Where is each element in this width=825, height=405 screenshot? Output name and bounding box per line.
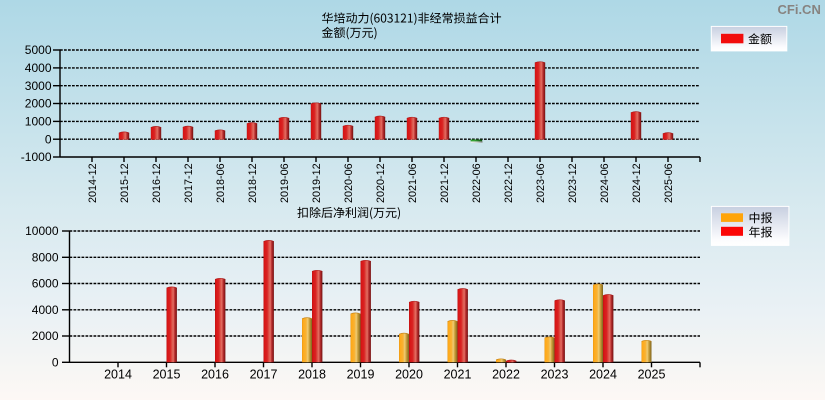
svg-text:2019: 2019 (347, 367, 375, 381)
svg-text:2023-12: 2023-12 (567, 163, 579, 203)
svg-text:2020-06: 2020-06 (343, 163, 355, 203)
svg-text:5000: 5000 (25, 43, 52, 57)
svg-text:3000: 3000 (25, 79, 52, 93)
svg-text:2021-12: 2021-12 (439, 163, 451, 203)
svg-text:2018-06: 2018-06 (215, 163, 227, 203)
svg-text:2000: 2000 (32, 329, 59, 343)
svg-text:6000: 6000 (32, 277, 59, 291)
svg-text:2019-12: 2019-12 (311, 163, 323, 203)
svg-text:2022-06: 2022-06 (471, 163, 483, 203)
svg-text:2020-12: 2020-12 (375, 163, 387, 203)
svg-text:2014: 2014 (104, 367, 132, 381)
svg-text:2015-12: 2015-12 (119, 163, 131, 203)
svg-text:2024-12: 2024-12 (631, 163, 643, 203)
svg-text:0: 0 (45, 132, 52, 146)
svg-text:2015: 2015 (153, 367, 181, 381)
svg-text:2025-06: 2025-06 (663, 163, 675, 203)
svg-text:1000: 1000 (25, 115, 52, 129)
svg-text:2025: 2025 (638, 367, 666, 381)
svg-text:2024-06: 2024-06 (599, 163, 611, 203)
svg-text:2023: 2023 (541, 367, 569, 381)
svg-text:2020: 2020 (395, 367, 423, 381)
svg-text:2021-06: 2021-06 (407, 163, 419, 203)
svg-text:2017-12: 2017-12 (183, 163, 195, 203)
svg-text:2000: 2000 (25, 97, 52, 111)
svg-text:8000: 8000 (32, 251, 59, 265)
svg-text:2018: 2018 (298, 367, 326, 381)
svg-text:2016-12: 2016-12 (151, 163, 163, 203)
svg-text:2023-06: 2023-06 (535, 163, 547, 203)
svg-text:4000: 4000 (32, 303, 59, 317)
svg-text:2019-06: 2019-06 (279, 163, 291, 203)
svg-text:2024: 2024 (589, 367, 617, 381)
svg-text:-1000: -1000 (21, 150, 52, 164)
svg-text:2016: 2016 (201, 367, 229, 381)
svg-text:2021: 2021 (444, 367, 472, 381)
svg-text:2018-12: 2018-12 (247, 163, 259, 203)
svg-text:0: 0 (52, 356, 59, 370)
svg-text:2014-12: 2014-12 (87, 163, 99, 203)
svg-text:CFi.CN: CFi.CN (778, 2, 821, 17)
svg-text:2022-12: 2022-12 (503, 163, 515, 203)
svg-text:2017: 2017 (250, 367, 278, 381)
svg-text:2022: 2022 (492, 367, 520, 381)
svg-text:10000: 10000 (25, 224, 59, 238)
svg-text:4000: 4000 (25, 61, 52, 75)
